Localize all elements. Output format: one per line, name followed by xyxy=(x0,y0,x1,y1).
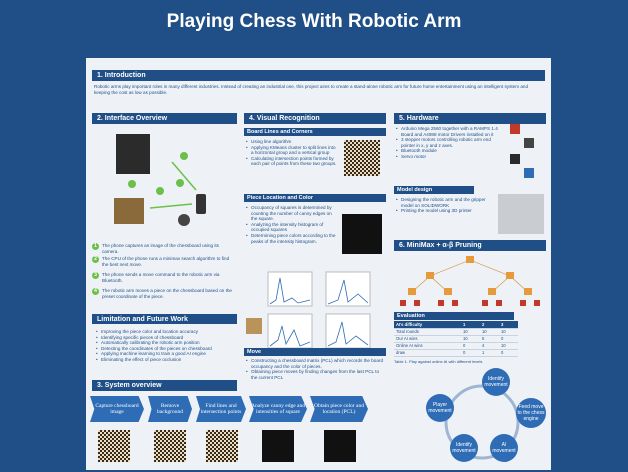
user-icon xyxy=(178,214,190,226)
piece-crop-image xyxy=(246,318,262,334)
arduino-image xyxy=(510,124,520,134)
table-header-row: AI's difficulty 1 2 3 xyxy=(394,321,518,329)
motor-image xyxy=(524,138,534,148)
cycle-node: Identify movement xyxy=(450,434,478,462)
cad-model-image xyxy=(498,194,544,234)
system-stage: Remove background xyxy=(148,396,192,422)
table-row: Online AI wins 0 4 10 xyxy=(394,342,518,350)
minimax-heading: 6. MiniMax + α-β Pruning xyxy=(394,240,546,251)
intro-text: Robotic arms play important roles in man… xyxy=(94,84,528,95)
evaluation-heading: Evaluation xyxy=(394,312,514,320)
hardware-heading: 5. Hardware xyxy=(394,113,546,124)
poster-panel: 1. Introduction Robotic arms play import… xyxy=(86,58,551,470)
bluetooth-image xyxy=(510,154,520,164)
interface-step: 3 The phone sends a move command to the r… xyxy=(92,272,232,283)
limitation-list: Improving the piece color and location a… xyxy=(96,329,236,363)
table-row: Our AI wins 10 5 0 xyxy=(394,335,518,343)
robot-arm-image xyxy=(116,134,150,174)
stage-image-3 xyxy=(206,430,238,462)
move-list: Constructing a chessboard matrix (PCL) w… xyxy=(246,358,386,380)
board-lines-list: Using line algorithmApplying KMeans clus… xyxy=(246,139,338,167)
table-caption: Table 1. Play against online AI with dif… xyxy=(394,359,483,364)
piece-list: Occupancy of squares is determined by co… xyxy=(246,205,338,244)
interface-diagram xyxy=(114,134,206,226)
limitation-heading: Limitation and Future Work xyxy=(92,314,237,324)
stage-image-5 xyxy=(324,430,356,462)
stage-image-2 xyxy=(154,430,186,462)
intro-heading: 1. Introduction xyxy=(92,70,545,81)
visual-heading: 4. Visual Recognition xyxy=(244,113,386,124)
cycle-node: Identify movement xyxy=(482,368,510,396)
interface-heading: 2. Interface Overview xyxy=(92,113,237,124)
board-lines-image xyxy=(344,140,380,176)
cycle-node: AI movement xyxy=(490,434,518,462)
stage-image-1 xyxy=(98,430,130,462)
evaluation-table: AI's difficulty 1 2 3 Total rounds 10 10 10 Ou… xyxy=(394,321,518,357)
model-list: Designing the robotic arm and the grippe… xyxy=(396,197,496,214)
cycle-node: Player movement xyxy=(426,394,454,422)
move-heading: Move xyxy=(244,348,386,356)
intensity-histograms xyxy=(267,271,371,349)
chessboard-image xyxy=(114,198,144,224)
piece-heading: Piece Location and Color xyxy=(244,194,386,202)
model-heading: Model design xyxy=(394,186,474,194)
phone-image xyxy=(196,194,206,214)
board-lines-heading: Board Lines and Corners xyxy=(244,128,386,136)
interface-step: 1 The phone captures an image of the ches… xyxy=(92,243,232,254)
interface-step: 2 The CPU of the phone runs a minimax sea… xyxy=(92,256,232,267)
system-heading: 3. System overview xyxy=(92,380,237,391)
system-stage: Capture chessboard image xyxy=(90,396,144,422)
table-row: draw 0 1 0 xyxy=(394,349,518,357)
stage-image-4 xyxy=(262,430,294,462)
system-stage: Obtain piece color and location (PCL) xyxy=(310,396,368,422)
interface-step: 4 The robotic arm moves a piece on the ch… xyxy=(92,288,232,299)
canny-edge-image xyxy=(342,214,382,254)
poster-title: Playing Chess With Robotic Arm xyxy=(166,11,462,32)
hardware-list: Arduino Mega 2560 together with a RAMPS … xyxy=(396,126,504,160)
cycle-node: Feed move to the chess engine xyxy=(516,398,546,428)
table-row: Total rounds 10 10 10 xyxy=(394,328,518,336)
servo-image xyxy=(524,168,534,178)
system-stage: Analyze canny edge and intensities of sq… xyxy=(249,396,307,422)
minimax-tree xyxy=(400,256,540,306)
system-stage: Find lines and intersection points xyxy=(196,396,246,422)
